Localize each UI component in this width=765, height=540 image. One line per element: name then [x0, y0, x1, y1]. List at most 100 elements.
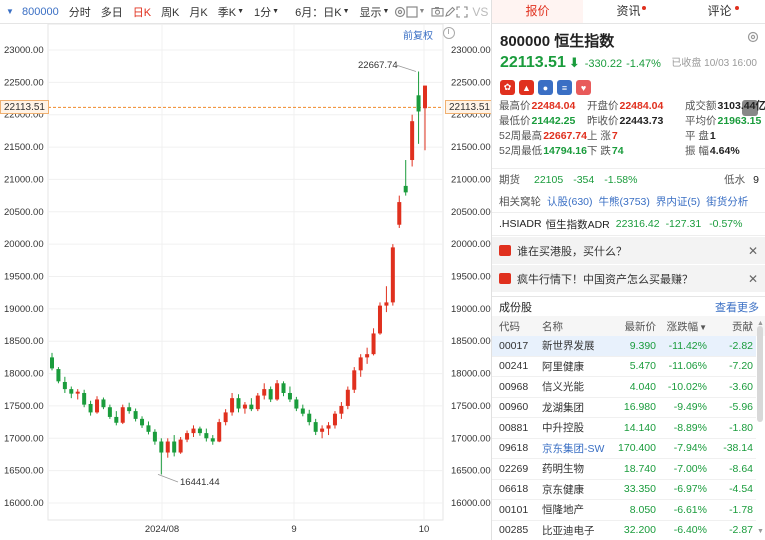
gear-icon[interactable]	[747, 31, 759, 43]
stat-cell: 成交额 3103.44亿	[685, 99, 765, 114]
chat-icon[interactable]: ●	[538, 80, 553, 95]
candle-body	[223, 412, 228, 423]
settings-icon[interactable]	[394, 0, 406, 24]
hk-flag-icon[interactable]: ✿	[500, 80, 515, 95]
alert-bell-icon[interactable]	[742, 100, 758, 116]
table-row[interactable]: 06618 京东健康 33.350 -6.97% -4.54	[492, 480, 756, 500]
adr-row[interactable]: .HSIADR 恒生指数ADR 22316.42 -127.31 -0.57%	[492, 212, 765, 236]
tab-quote[interactable]: 报价	[492, 0, 583, 23]
col-code[interactable]: 代码	[499, 320, 520, 333]
table-row[interactable]: 00968 信义光能 4.040 -10.02% -3.60	[492, 377, 756, 398]
scrollbar-thumb[interactable]	[757, 326, 763, 422]
table-row[interactable]: 00285 比亚迪电子 32.200 -6.40% -2.87	[492, 521, 756, 540]
col-price[interactable]: 最新价	[624, 320, 657, 333]
table-row[interactable]: 00017 新世界发展 9.390 -11.42% -2.82	[492, 336, 756, 357]
y-tick-label-right: 23000.00	[451, 45, 491, 56]
panel-tabs: 报价 资讯 评论	[492, 0, 765, 24]
news-banner[interactable]: 谁在买港股，买什么？ ✕	[492, 237, 765, 264]
close-icon[interactable]: ✕	[747, 271, 758, 286]
cell-name: 京东集团-SW	[542, 442, 605, 455]
col-pct[interactable]: 涨跌幅▼	[656, 319, 707, 334]
x-tick-label: 10	[419, 524, 430, 535]
note-icon[interactable]: ≡	[557, 80, 572, 95]
kline-chart-canvas: 23000.00 23000.00 22500.00 22500.00 22000.00…	[4, 24, 491, 535]
period-tab-minute[interactable]: 1分 ▼	[249, 0, 284, 24]
cell-price: 8.050	[629, 503, 656, 516]
y-tick-label-left: 22500.00	[4, 77, 44, 88]
period-tab-multiday[interactable]: 多日	[96, 0, 128, 24]
period-tab-daily[interactable]: 日K	[128, 0, 156, 24]
warrants-link-inline[interactable]: 界内证(5)	[655, 195, 701, 208]
y-tick-label-left: 17500.00	[4, 401, 44, 412]
tab-news[interactable]: 资讯	[583, 0, 674, 23]
candle-body	[262, 389, 267, 396]
display-menu[interactable]: 显示 ▼	[355, 0, 395, 24]
compare-vs-button[interactable]: VS	[468, 0, 492, 24]
candle-body	[140, 418, 145, 426]
tab-comments[interactable]: 评论	[674, 0, 765, 23]
unread-dot-icon	[735, 6, 739, 10]
candle-body	[307, 413, 312, 423]
table-row[interactable]: 00960 龙湖集团 16.980 -9.49% -5.96	[492, 398, 756, 418]
range-selector[interactable]: 6月：日K ▼	[290, 0, 354, 24]
symbol-selector[interactable]: ▼ 800000	[0, 0, 64, 24]
ai-icon[interactable]: ▲	[519, 80, 534, 95]
adr-code: .HSIADR	[499, 218, 542, 230]
current-price-tag-left: 22113.51	[0, 100, 49, 115]
cell-contribution: -8.64	[729, 462, 753, 475]
table-row[interactable]: 00241 阿里健康 5.470 -11.06% -7.20	[492, 357, 756, 377]
pencil-icon[interactable]	[444, 0, 456, 24]
table-row[interactable]: 00881 中升控股 14.140 -8.89% -1.80	[492, 418, 756, 439]
stat-cell: 下 跌 74	[587, 144, 685, 159]
period-tab-monthly[interactable]: 月K	[184, 0, 212, 24]
cell-pct: -7.00%	[673, 462, 707, 475]
stat-label: 昨收价	[587, 115, 619, 127]
candle-body	[326, 425, 331, 429]
col-name[interactable]: 名称	[542, 320, 563, 333]
period-tab-quarterly[interactable]: 季K ▼	[213, 0, 249, 24]
futures-row[interactable]: 期货 22105 -354 -1.58% 低水 9	[492, 168, 765, 190]
candle-body	[159, 441, 164, 453]
checkbox-icon[interactable]	[406, 0, 419, 24]
candle-body	[107, 407, 112, 417]
adjust-mode-button[interactable]: 前复权	[403, 31, 433, 42]
quote-title: 800000 恒生指数	[500, 33, 615, 50]
caret-down-icon[interactable]: ▼	[418, 8, 426, 15]
y-tick-label-right: 16000.00	[451, 498, 491, 509]
scroll-up-icon[interactable]: ▲	[757, 320, 764, 327]
warrants-link-cbbc[interactable]: 牛熊(3753)	[598, 195, 650, 208]
candle-body	[268, 389, 273, 400]
period-tab-intraday[interactable]: 分时	[64, 0, 96, 24]
view-more-link[interactable]: 查看更多	[715, 301, 759, 314]
components-scrollbar[interactable]: ▲ ▼	[756, 320, 764, 535]
cell-name: 药明生物	[542, 463, 584, 476]
table-row[interactable]: 09618 京东集团-SW 170.400 -7.94% -38.14	[492, 439, 756, 459]
warrants-link-call[interactable]: 认股(630)	[547, 195, 593, 208]
candle-body	[152, 431, 157, 442]
cell-name: 比亚迪电子	[542, 524, 595, 537]
clock-icon[interactable]	[443, 27, 455, 39]
adr-pct: -0.57%	[709, 218, 743, 230]
related-warrants-row: 相关窝轮 认股(630) 牛熊(3753) 界内证(5) 街货分析	[492, 190, 765, 212]
expand-icon[interactable]	[456, 0, 468, 24]
cell-price: 9.390	[629, 339, 656, 352]
futures-basis-label: 低水	[724, 174, 746, 186]
components-table: 00017 新世界发展 9.390 -11.42% -2.82 00241 阿里健康 5.47…	[492, 336, 756, 540]
camera-icon[interactable]	[431, 0, 444, 24]
news-banner[interactable]: 疯牛行情下！中国资产怎么买最赚？ ✕	[492, 265, 765, 292]
warrants-link-outstanding[interactable]: 街货分析	[706, 195, 749, 208]
candle-body	[101, 399, 106, 408]
y-tick-label-left: 22000.00	[4, 110, 44, 121]
table-row[interactable]: 02269 药明生物 18.740 -7.00% -8.64	[492, 459, 756, 480]
heart-icon[interactable]: ♥	[576, 80, 591, 95]
table-row[interactable]: 00101 恒隆地产 8.050 -6.61% -1.78	[492, 500, 756, 521]
col-contribution[interactable]: 贡献	[732, 320, 753, 333]
close-icon[interactable]: ✕	[747, 243, 758, 258]
scroll-down-icon[interactable]: ▼	[757, 528, 764, 535]
components-title: 成份股	[499, 301, 532, 314]
period-tab-weekly[interactable]: 周K	[156, 0, 184, 24]
kline-chart[interactable]: 23000.00 23000.00 22500.00 22500.00 22000.00…	[0, 24, 494, 540]
candle-body	[178, 439, 183, 453]
stat-value: 14794.16	[543, 145, 587, 157]
